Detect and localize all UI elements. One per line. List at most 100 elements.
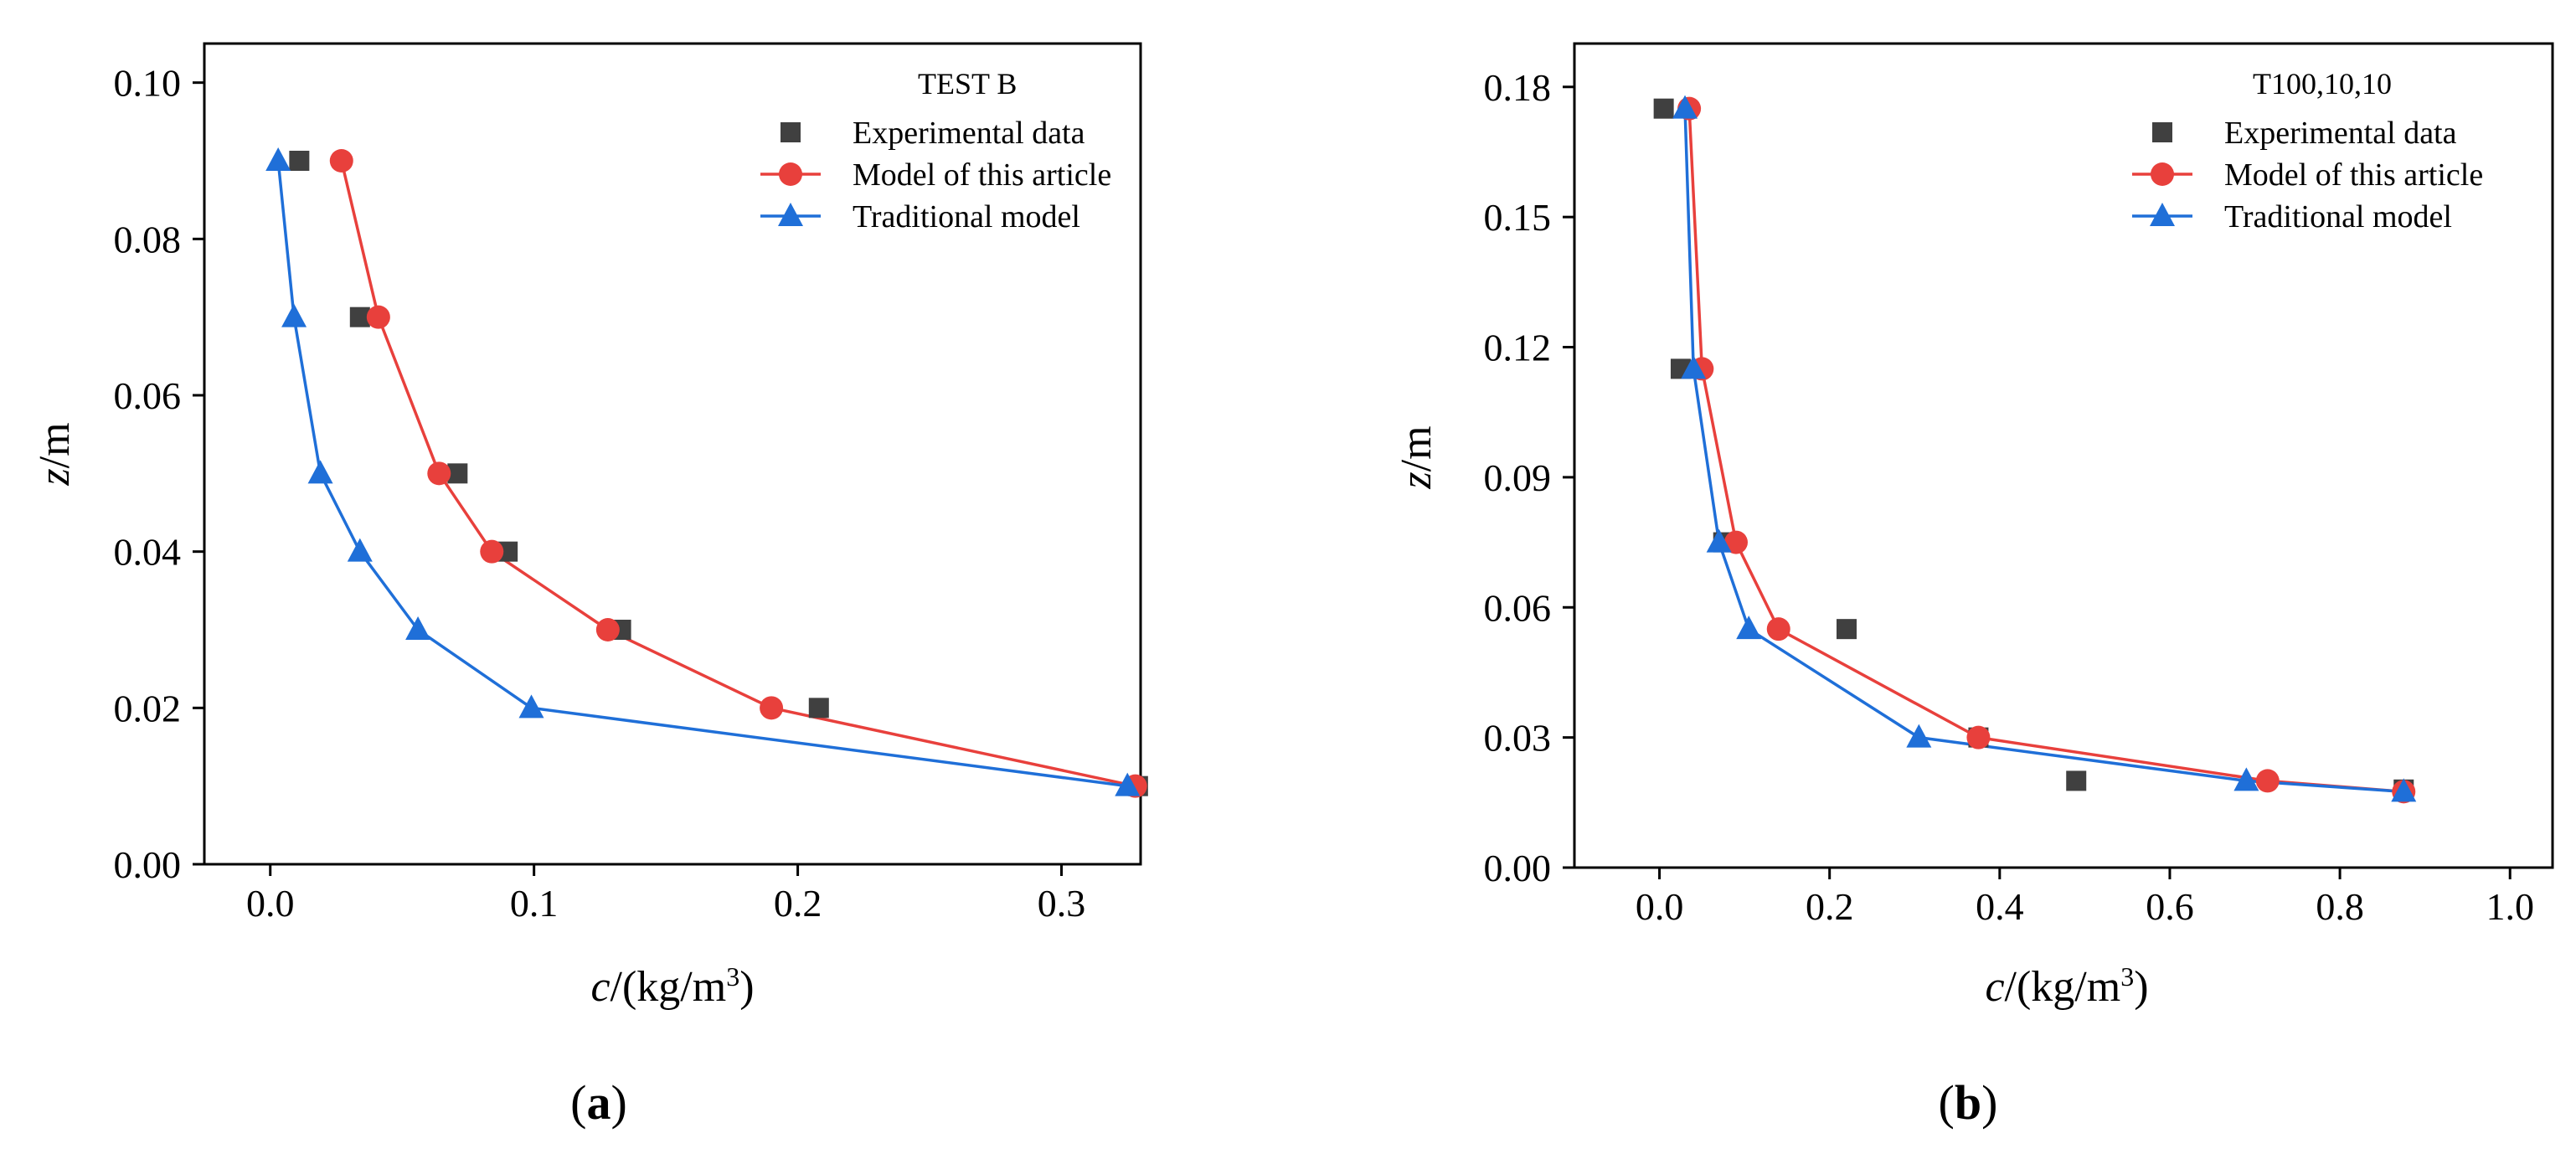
data-point-a-triangle-3 [347, 538, 373, 562]
data-point-b-circle-2 [1723, 530, 1748, 554]
y-tick-label-a-5: 0.10 [114, 62, 182, 105]
x-tick-label-b-5: 1.0 [2486, 885, 2534, 928]
data-point-b-triangle-0 [1672, 95, 1698, 119]
legend-label-b-square: Experimental data [2224, 116, 2457, 151]
legend-b: T100,10,10 Experimental data Model of thi… [2132, 67, 2483, 234]
y-tick-label-b-0: 0.00 [1484, 847, 1552, 889]
x-tick-label-b-4: 0.8 [2316, 885, 2364, 928]
x-axis-sup-a: 3 [726, 961, 739, 992]
data-point-a-circle-2 [427, 461, 451, 486]
legend-marker-b-circle [2151, 162, 2174, 186]
data-point-b-triangle-2 [1706, 528, 1732, 553]
y-tick-label-b-2: 0.06 [1484, 586, 1552, 629]
y-tick-label-a-4: 0.08 [114, 218, 182, 260]
data-point-a-circle-3 [480, 539, 504, 564]
chart-panel-b: 0.0 0.2 0.4 0.6 0.8 1.0 0.00 0.03 0.06 0.09 0.12 0.… [1393, 42, 2554, 1130]
y-tick-label-a-1: 0.02 [114, 687, 182, 729]
x-tick-label-b-1: 0.2 [1806, 885, 1854, 928]
y-tick-label-b-6: 0.18 [1484, 66, 1552, 109]
y-axis-var-a: z [31, 468, 79, 486]
data-point-b-circle-3 [1766, 617, 1790, 641]
data-point-a-triangle-1 [281, 303, 307, 327]
legend-marker-a-triangle [778, 203, 803, 226]
y-tick-label-b-3: 0.09 [1484, 456, 1552, 499]
legend-marker-b-triangle [2150, 203, 2175, 226]
x-tick-label-b-0: 0.0 [1636, 885, 1684, 928]
data-point-a-square-2 [447, 463, 468, 484]
data-point-a-triangle-5 [518, 694, 544, 719]
data-point-a-triangle-6 [1115, 772, 1141, 796]
legend-title-b: T100,10,10 [2253, 67, 2392, 100]
data-point-b-triangle-4 [1906, 724, 1932, 748]
data-point-a-triangle-0 [265, 147, 291, 171]
panel-label-a: (a) [570, 1075, 627, 1130]
data-point-b-triangle-5 [2233, 767, 2259, 791]
data-point-a-triangle-4 [405, 616, 431, 640]
x-axis-sup-b: 3 [2120, 961, 2134, 992]
legend-label-b-triangle: Traditional model [2224, 199, 2452, 234]
data-point-b-square-3 [1837, 619, 1857, 640]
y-axis-var-b: z [1393, 471, 1440, 489]
y-axis-units-b: /m [1393, 425, 1440, 471]
legend-label-b-circle: Model of this article [2224, 157, 2483, 193]
data-point-a-square-1 [349, 307, 370, 327]
x-axis-units-a: /(kg/m [611, 963, 727, 1011]
y-tick-label-b-5: 0.15 [1484, 196, 1552, 239]
y-tick-label-b-1: 0.03 [1484, 717, 1552, 760]
legend-marker-a-square [781, 122, 801, 142]
plot-frame-a [203, 42, 1142, 866]
ticks-a: 0.0 0.1 0.2 0.3 0.00 0.02 0.04 0.06 0.08 0.10 [114, 62, 1086, 925]
x-axis-title-b: c/(kg/m3) [1985, 961, 2148, 1011]
x-axis-close-b: ) [2134, 963, 2148, 1011]
ticks-b: 0.0 0.2 0.4 0.6 0.8 1.0 0.00 0.03 0.06 0.09 0.12 0.… [1484, 66, 2534, 928]
legend-title-a: TEST B [918, 67, 1017, 100]
x-axis-close-a: ) [739, 963, 754, 1011]
data-point-a-triangle-2 [307, 460, 333, 484]
data-point-a-circle-5 [760, 696, 784, 720]
y-axis-title-a: z/m [31, 422, 79, 486]
legend-marker-b-square [2152, 122, 2172, 142]
series-line-a-triangle [276, 160, 1128, 788]
data-point-a-square-5 [808, 698, 829, 719]
data-point-a-circle-1 [366, 305, 390, 329]
panel-label-b-letter: b [1955, 1075, 1981, 1130]
chart-panel-a: 0.0 0.1 0.2 0.3 0.00 0.02 0.04 0.06 0.08 0.10 TES… [31, 42, 1148, 1130]
y-axis-units-a: /m [31, 422, 79, 468]
data-point-b-circle-4 [1966, 725, 1991, 750]
x-tick-label-b-2: 0.4 [1976, 885, 2024, 928]
y-tick-label-b-4: 0.12 [1484, 327, 1552, 369]
x-tick-label-a-2: 0.2 [774, 882, 822, 925]
data-point-b-triangle-1 [1681, 355, 1707, 379]
legend-a: TEST B Experimental data Model of this ar… [760, 67, 1111, 234]
data-point-a-square-0 [289, 151, 310, 171]
legend-label-a-triangle: Traditional model [853, 199, 1080, 234]
panel-label-a-letter: a [587, 1075, 611, 1130]
y-axis-title-b: z/m [1393, 425, 1440, 489]
x-tick-label-b-3: 0.6 [2146, 885, 2194, 928]
data-point-a-circle-4 [595, 618, 620, 641]
x-tick-label-a-0: 0.0 [246, 882, 295, 925]
plot-frame-b [1573, 42, 2554, 869]
panel-label-b: (b) [1939, 1075, 1998, 1130]
x-axis-title-a: c/(kg/m3) [590, 961, 754, 1011]
x-axis-units-b: /(kg/m [2005, 963, 2121, 1011]
data-point-b-triangle-3 [1736, 616, 1762, 640]
data-point-b-square-0 [1653, 98, 1674, 119]
x-axis-var-b: c [1985, 963, 2004, 1011]
data-point-b-circle-5 [2255, 769, 2280, 793]
x-tick-label-a-3: 0.3 [1038, 882, 1086, 925]
x-tick-label-a-1: 0.1 [510, 882, 559, 925]
series-layer-b [1653, 95, 2417, 804]
legend-label-a-circle: Model of this article [853, 157, 1111, 193]
legend-label-a-square: Experimental data [853, 116, 1085, 151]
x-axis-var-a: c [590, 963, 610, 1011]
y-tick-label-a-0: 0.00 [114, 843, 182, 886]
data-point-b-square-5 [2066, 770, 2087, 791]
y-tick-label-a-3: 0.06 [114, 374, 182, 417]
series-layer-a [265, 147, 1148, 798]
data-point-b-triangle-6 [2391, 778, 2417, 802]
y-tick-label-a-2: 0.04 [114, 531, 182, 574]
legend-marker-a-circle [779, 162, 802, 186]
data-point-a-circle-0 [329, 149, 353, 173]
